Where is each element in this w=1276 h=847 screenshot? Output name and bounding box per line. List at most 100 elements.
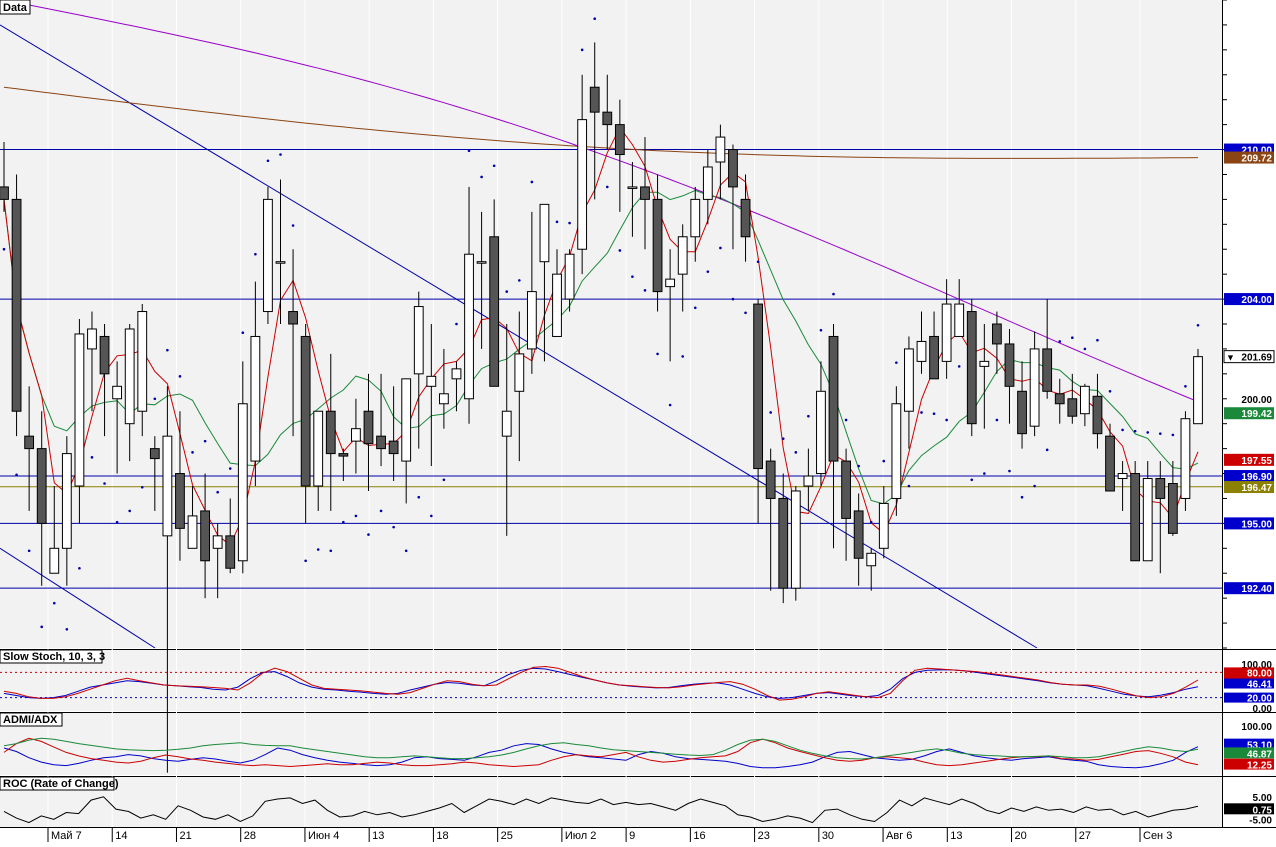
sar-dot (115, 520, 119, 524)
date-label: Июл 2 (565, 830, 597, 842)
candle (0, 142, 9, 212)
date-label: 16 (693, 830, 705, 842)
candle (1167, 461, 1178, 536)
sar-dot (442, 478, 446, 482)
candle-body-up (552, 273, 562, 337)
sar-dot (957, 365, 961, 368)
sar-dot (932, 412, 936, 416)
axis-tag-label: 197.55 (1241, 456, 1272, 467)
candle (200, 473, 210, 599)
candle-body-down (36, 448, 47, 524)
sar-dot (128, 509, 131, 513)
candle-body-up (577, 119, 588, 250)
candle (1042, 299, 1053, 399)
roc-panel-bg (0, 777, 1222, 827)
candle (24, 386, 35, 511)
candle-body-down (640, 186, 650, 200)
candle (526, 211, 537, 374)
sar-dot (191, 451, 194, 454)
candle-body-up (464, 253, 474, 400)
candle (11, 174, 22, 437)
candle-body-down (728, 149, 738, 188)
candle (438, 348, 449, 429)
candle (413, 291, 424, 449)
axis-tag-box (1224, 293, 1274, 306)
candle (765, 448, 776, 591)
candle-body-down (602, 111, 613, 126)
sar-dot (178, 375, 182, 378)
date-label: 21 (179, 830, 191, 842)
sar-dot (794, 451, 798, 454)
adx-tag: 46.87 (1224, 747, 1274, 760)
candle-body-up (1180, 418, 1191, 499)
adx-title: ADMI/ADX (3, 714, 58, 726)
candle (702, 149, 713, 225)
candle (363, 373, 374, 491)
candle (992, 311, 1002, 374)
candle (376, 373, 386, 467)
date-label: 13 (950, 830, 962, 842)
sar-dot (568, 221, 571, 225)
sar-dot (1096, 338, 1099, 342)
axis-tag-label: 5.00 (1253, 793, 1273, 804)
candle-body-down (853, 510, 864, 559)
candle-body-up (904, 348, 914, 412)
candle (690, 186, 701, 262)
candle (1054, 378, 1065, 424)
main-overlays (0, 0, 1222, 649)
axis-tag-label: 201.69 (1241, 353, 1272, 364)
sar-dot (492, 164, 496, 168)
candle (300, 324, 311, 524)
sar-dot (404, 549, 408, 553)
sar-dot (605, 185, 609, 189)
right-axis-bg (1222, 0, 1276, 842)
candle-body-up (49, 547, 60, 574)
main-tag: 204.00 (1224, 293, 1274, 306)
candle-body-up (539, 203, 550, 263)
candle-body-up (351, 428, 361, 442)
candle (1105, 423, 1115, 492)
sar-dot (518, 279, 521, 282)
sar-dot (719, 246, 722, 250)
sar-dot (153, 397, 157, 401)
candle (175, 411, 185, 561)
sar-dot (781, 437, 785, 440)
date-label: 30 (822, 830, 834, 842)
date-label: 9 (629, 830, 635, 842)
candle-body-up (954, 303, 965, 337)
candle-body-down (740, 198, 751, 238)
sar-dot (505, 290, 509, 293)
candle-body-down (175, 473, 185, 529)
axis-tag-box (1224, 453, 1274, 466)
stoch-d-line (3, 665, 1199, 701)
candle (1017, 361, 1027, 449)
main-title: Data (3, 2, 28, 14)
date-label: 14 (115, 830, 127, 842)
candle (49, 486, 60, 574)
sar-dot (693, 306, 697, 310)
adx--di-line (3, 737, 1199, 768)
axis-tag-label: 80.00 (1247, 668, 1272, 679)
candle-body-down (376, 435, 386, 450)
candle-body-down (24, 435, 35, 450)
axis-tag-label: 0.75 (1253, 805, 1273, 816)
candle-body-up (426, 375, 437, 387)
candle-body-up (74, 333, 85, 487)
candle-body-up (941, 303, 952, 362)
candle-body-down (363, 410, 374, 445)
candle (841, 448, 851, 561)
sar-dot (643, 289, 647, 292)
sar-dot (480, 175, 483, 179)
candle-body-up (1117, 473, 1128, 480)
candle-body-up (665, 278, 676, 288)
sar-dot (668, 403, 672, 407)
candle-body-down (1042, 348, 1053, 392)
date-label: Сен 3 (1143, 830, 1172, 842)
candle (451, 361, 462, 412)
candle-body-down (99, 335, 110, 375)
date-label: 27 (1079, 830, 1091, 842)
main-tag: 199.42 (1224, 407, 1274, 420)
ma-brown-line (3, 86, 1199, 159)
stoch-tag: 0.00 (1253, 704, 1273, 715)
candle-body-down (1155, 478, 1166, 499)
